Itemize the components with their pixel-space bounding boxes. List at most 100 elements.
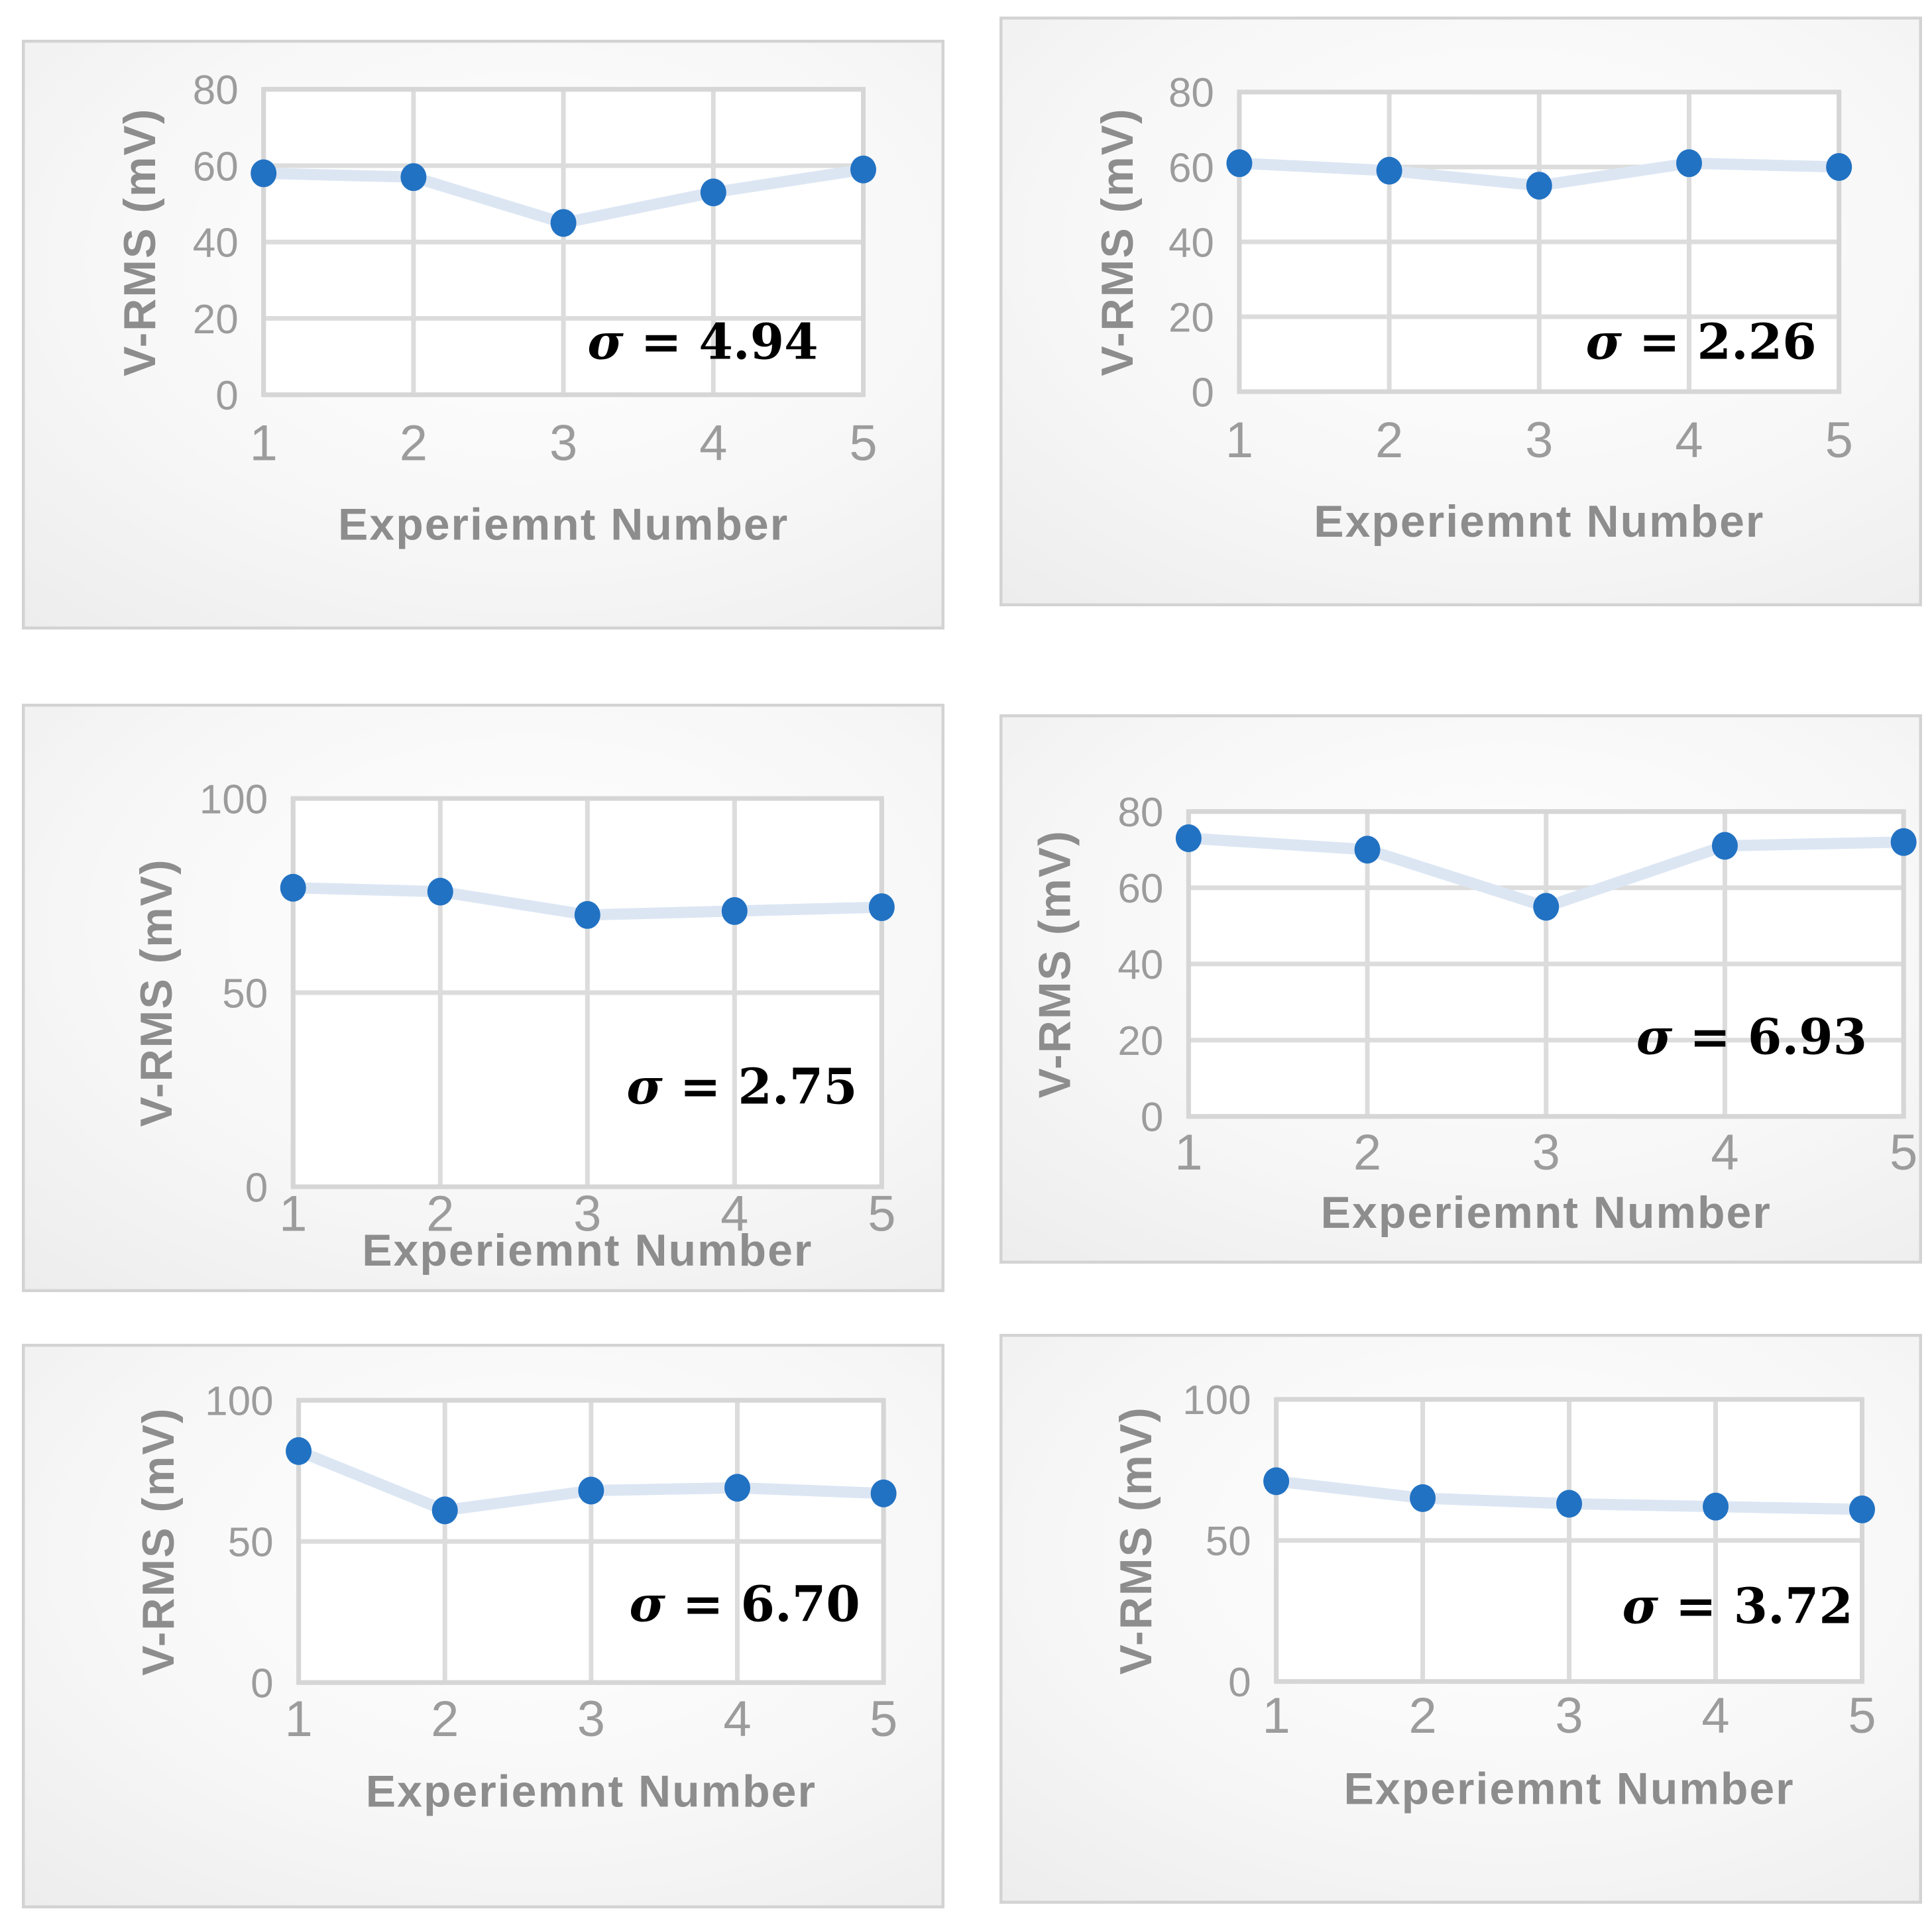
- line-chart-middle-left: 0 50 100 1 2 3 4 5 V-RMS (mV) Experiemnt Number σ …: [22, 704, 944, 1292]
- y-tick-label: 80: [1117, 790, 1163, 836]
- series-markers: [286, 1437, 897, 1525]
- x-axis-title: Experiemnt Number: [1321, 1187, 1772, 1238]
- data-point-marker: [721, 897, 748, 925]
- x-axis-title: Experiemnt Number: [1314, 496, 1764, 547]
- y-tick-label: 100: [199, 777, 268, 822]
- plot-border: [261, 87, 866, 398]
- y-tick-label: 0: [215, 373, 238, 419]
- chart-panel-bottom-left: 0 50 100 1 2 3 4 5 V-RMS (mV) Experiemnt Number σ …: [22, 1344, 944, 1908]
- series-markers: [1226, 149, 1852, 200]
- x-tick-label: 2: [426, 1186, 454, 1242]
- plot-border: [1274, 1397, 1865, 1684]
- y-axis-ticks: 0 20 40 60 80: [1168, 70, 1214, 415]
- y-tick-label: 20: [1168, 295, 1214, 341]
- y-tick-label: 80: [1168, 70, 1214, 116]
- sigma-annotation: σ = 6.70: [629, 1576, 860, 1633]
- x-tick-label: 1: [1225, 412, 1253, 468]
- x-axis-ticks: 1 2 3 4 5: [279, 1186, 895, 1242]
- data-point-marker: [700, 178, 726, 207]
- chart-panel-top-right: 0 20 40 60 80 1 2 3 4 5 V-RMS (mV) Experiemnt Numbe…: [999, 17, 1922, 606]
- x-tick-label: 5: [1890, 1124, 1917, 1181]
- x-axis-ticks: 1 2 3 4 5: [1225, 412, 1853, 468]
- plot-border: [1186, 809, 1906, 1119]
- x-tick-label: 2: [1353, 1124, 1381, 1181]
- x-axis-ticks: 1 2 3 4 5: [1174, 1124, 1917, 1181]
- data-point-marker: [1890, 828, 1917, 856]
- x-tick-label: 3: [1532, 1124, 1560, 1181]
- x-tick-label: 4: [720, 1186, 748, 1242]
- y-tick-label: 80: [193, 68, 239, 113]
- data-point-marker: [550, 209, 577, 237]
- y-tick-label: 40: [1168, 220, 1214, 266]
- x-tick-label: 2: [400, 415, 427, 472]
- data-point-marker: [1556, 1490, 1583, 1518]
- x-tick-label: 4: [723, 1691, 751, 1747]
- x-tick-label: 1: [1174, 1124, 1202, 1181]
- x-tick-label: 4: [699, 415, 727, 472]
- y-tick-label: 0: [251, 1661, 273, 1707]
- sigma-annotation: σ = 2.75: [626, 1058, 857, 1115]
- x-axis-ticks: 1 2 3 4 5: [250, 415, 878, 472]
- sigma-annotation: σ = 6.93: [1636, 1009, 1867, 1066]
- line-chart-bottom-right: 0 50 100 1 2 3 4 5 V-RMS (mV) Experiemnt Number σ …: [999, 1334, 1922, 1904]
- y-tick-label: 60: [1168, 145, 1214, 191]
- sigma-annotation: σ = 4.94: [587, 314, 818, 371]
- x-tick-label: 5: [868, 1186, 895, 1242]
- y-tick-label: 20: [193, 297, 239, 343]
- sigma-value: = 6.93: [1672, 1009, 1867, 1066]
- chart-panel-bottom-right: 0 50 100 1 2 3 4 5 V-RMS (mV) Experiemnt Number σ …: [999, 1334, 1922, 1904]
- y-tick-label: 60: [193, 144, 239, 190]
- line-chart-middle-right: 0 20 40 60 80 1 2 3 4 5 V-RMS (mV) Experiemnt Numbe…: [999, 714, 1922, 1264]
- x-tick-label: 1: [1262, 1688, 1290, 1744]
- y-tick-label: 0: [245, 1165, 268, 1211]
- x-tick-label: 3: [1555, 1688, 1583, 1744]
- data-point-marker: [1175, 824, 1202, 852]
- series-markers: [1175, 824, 1917, 921]
- plot-border: [1237, 89, 1842, 394]
- y-tick-label: 100: [1182, 1378, 1251, 1423]
- sigma-value: = 2.26: [1622, 313, 1817, 370]
- x-tick-label: 3: [577, 1691, 605, 1747]
- y-tick-label: 100: [205, 1379, 273, 1425]
- chart-panel-middle-right: 0 20 40 60 80 1 2 3 4 5 V-RMS (mV) Experiemnt Numbe…: [999, 714, 1922, 1264]
- sigma-annotation: σ = 2.26: [1585, 313, 1816, 370]
- y-axis-title: V-RMS (mV): [133, 1407, 184, 1676]
- data-point-marker: [1826, 152, 1852, 181]
- y-tick-label: 50: [222, 971, 268, 1016]
- x-tick-label: 2: [1375, 412, 1403, 468]
- x-axis-title: Experiemnt Number: [338, 500, 789, 550]
- data-point-marker: [574, 901, 600, 929]
- y-axis-ticks: 0 50 100: [205, 1379, 273, 1707]
- y-tick-label: 20: [1117, 1018, 1163, 1064]
- x-tick-label: 5: [870, 1691, 897, 1747]
- data-point-marker: [431, 1496, 458, 1525]
- x-axis-title: Experiemnt Number: [362, 1225, 813, 1276]
- x-axis-ticks: 1 2 3 4 5: [284, 1691, 897, 1747]
- y-axis-title: V-RMS (mV): [115, 108, 165, 376]
- data-point-marker: [427, 877, 453, 906]
- sigma-value: = 2.75: [663, 1058, 858, 1115]
- data-point-marker: [1703, 1492, 1729, 1521]
- y-axis-ticks: 0 20 40 60 80: [1117, 790, 1163, 1140]
- series-markers: [280, 873, 895, 929]
- x-tick-label: 3: [1525, 412, 1553, 468]
- sigma-value: = 3.72: [1658, 1578, 1853, 1635]
- x-tick-label: 4: [1701, 1688, 1729, 1744]
- y-axis-title: V-RMS (mV): [1092, 107, 1143, 376]
- x-axis-title: Experiemnt Number: [366, 1767, 817, 1817]
- sigma-value: = 6.70: [665, 1576, 860, 1633]
- y-tick-label: 50: [228, 1520, 274, 1566]
- y-tick-label: 0: [1191, 370, 1214, 415]
- x-tick-label: 4: [1711, 1124, 1738, 1181]
- y-axis-ticks: 0 50 100: [199, 777, 268, 1211]
- line-chart-top-right: 0 20 40 60 80 1 2 3 4 5 V-RMS (mV) Experiemnt Numbe…: [999, 17, 1922, 606]
- y-tick-label: 40: [193, 221, 239, 266]
- data-point-marker: [1354, 836, 1381, 864]
- x-tick-label: 3: [573, 1186, 601, 1242]
- sigma-symbol: σ: [629, 1576, 665, 1633]
- data-point-marker: [280, 873, 306, 902]
- x-tick-label: 1: [279, 1186, 307, 1242]
- x-tick-label: 1: [250, 415, 278, 472]
- data-point-marker: [868, 893, 895, 922]
- chart-panel-top-left: 0 20 40 60 80 1 2 3 4 5 V-RMS (mV) Experiemnt Numbe…: [22, 40, 944, 629]
